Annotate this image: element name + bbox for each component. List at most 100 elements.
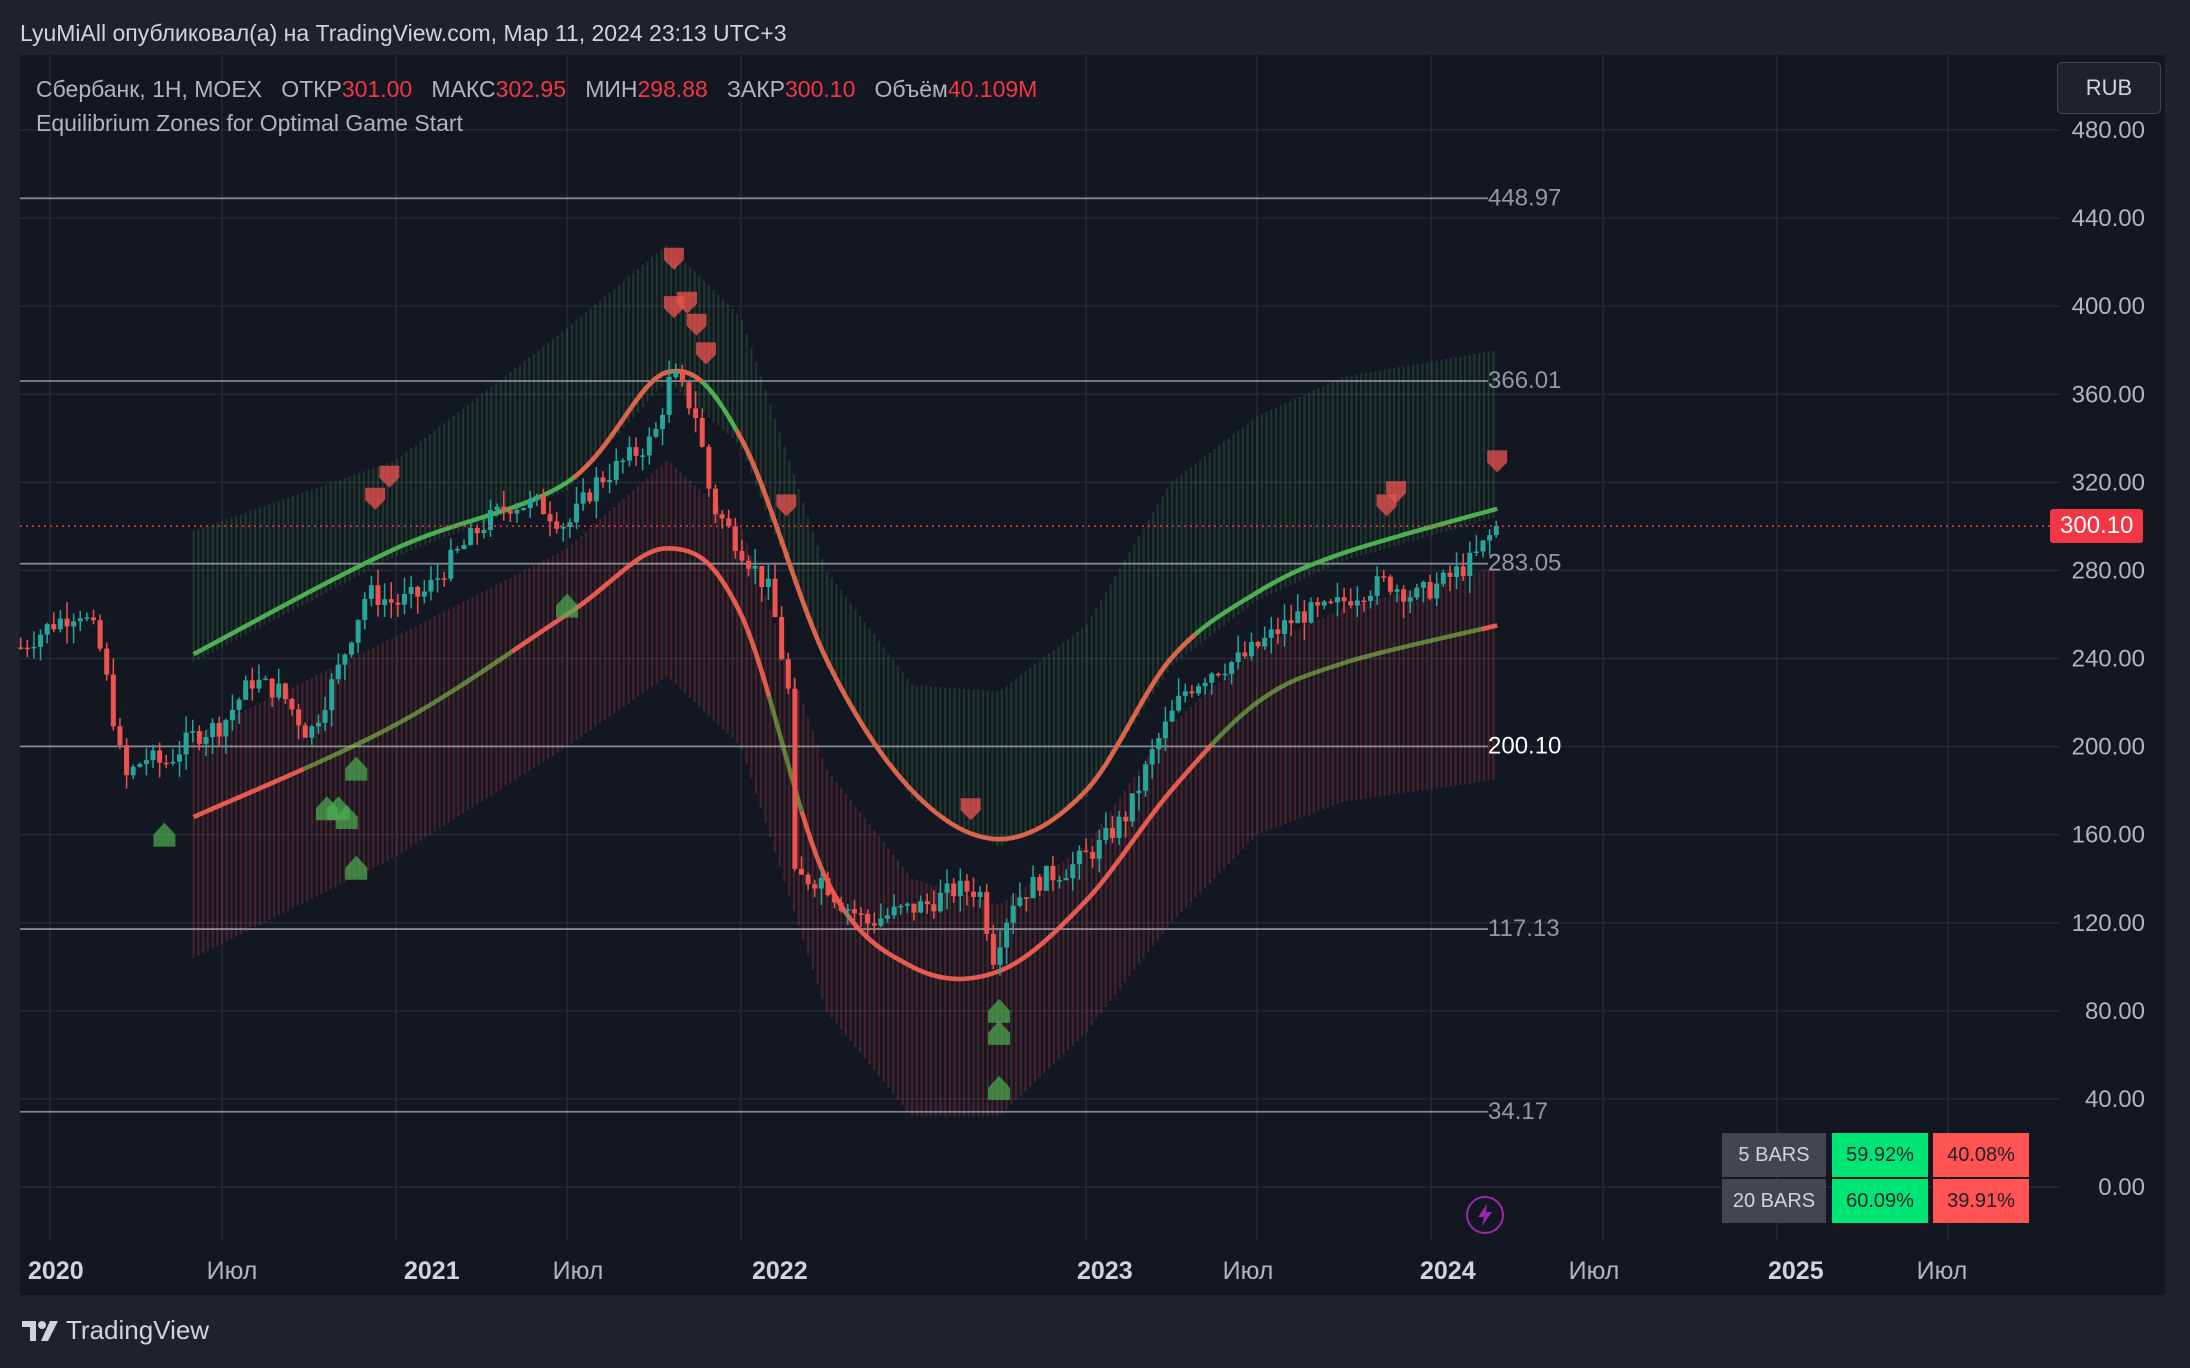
y-tick-label: 400.00 (2072, 293, 2145, 320)
candle-body (289, 699, 295, 710)
candle-body (276, 683, 282, 698)
candle-body (607, 479, 613, 483)
candle-body (957, 880, 963, 897)
candle-body (1374, 576, 1380, 596)
candle-body (1407, 597, 1413, 602)
candle-body (263, 678, 269, 681)
candle-body (1387, 576, 1393, 592)
candle-body (210, 723, 216, 738)
candle-body (335, 664, 341, 680)
volume-label: Объём (874, 76, 948, 102)
candle-body (51, 624, 57, 630)
levels: 448.97 366.01 283.05 200.10 117.13 34.17 (20, 184, 1561, 1125)
candle-body (574, 503, 580, 523)
candle-body (1473, 551, 1479, 554)
candle-body (851, 909, 857, 914)
candle-body (1076, 850, 1082, 865)
sell-marker (663, 247, 684, 270)
stats-down-value: 39.91% (1933, 1179, 2029, 1223)
buy-marker (335, 805, 358, 830)
low-label: МИН (585, 76, 638, 102)
candle-body (1361, 600, 1367, 603)
lower-zone-line-red (192, 546, 1498, 982)
candle-body (1063, 878, 1069, 881)
candle-body (726, 518, 732, 527)
candle-body (1434, 583, 1440, 599)
candle-body (1288, 620, 1294, 624)
candle-body (1235, 652, 1241, 663)
candle-body (719, 514, 725, 519)
candle-body (1103, 827, 1109, 840)
candle-body (1401, 589, 1407, 602)
candle-body (673, 370, 679, 378)
y-tick-label: 440.00 (2072, 205, 2145, 232)
x-tick-label: Июл (1223, 1257, 1274, 1285)
candle-body (44, 624, 50, 635)
candle-body (1043, 865, 1049, 891)
x-tick-label: Июл (207, 1257, 258, 1285)
candle-body (269, 678, 275, 698)
candle-body (997, 947, 1003, 965)
candle-body (1460, 566, 1466, 577)
candle-body (1268, 629, 1274, 638)
currency-button[interactable]: RUB (2057, 62, 2161, 114)
candle-body (1321, 601, 1327, 606)
candle-body (322, 710, 328, 723)
indicator-name[interactable]: Equilibrium Zones for Optimal Game Start (36, 110, 463, 136)
candle-body (1334, 597, 1340, 603)
candle-body (1295, 611, 1301, 624)
lightning-icon[interactable] (1466, 1196, 1504, 1234)
candle-body (236, 699, 242, 710)
x-axis: 2020 Июл 2021 Июл 2022 2023 Июл 2024 Июл 2025 Июл (28, 1257, 1967, 1285)
candle-body (858, 913, 864, 915)
candle-body (951, 883, 957, 897)
candle-body (1189, 691, 1195, 694)
candle-body (408, 586, 414, 594)
candle-body (31, 646, 37, 649)
y-tick-label: 40.00 (2085, 1086, 2145, 1113)
candle-body (633, 447, 639, 456)
candles (18, 360, 1499, 976)
candle-body (620, 460, 626, 463)
candle-body (732, 526, 738, 551)
candle-body (1467, 552, 1473, 577)
candle-body (1222, 673, 1228, 676)
publish-info: LyuMiAll опубликовал(а) на TradingView.c… (20, 20, 787, 46)
candle-body (679, 370, 685, 383)
x-tick-label: Июл (1569, 1257, 1620, 1285)
candle-body (918, 901, 924, 913)
candle-body (540, 495, 546, 515)
candle-body (1315, 602, 1321, 606)
candle-body (170, 761, 176, 764)
candle-body (1070, 864, 1076, 879)
candle-body (57, 618, 63, 630)
candle-body (845, 909, 851, 911)
x-tick-label: 2020 (28, 1257, 84, 1285)
buy-marker (988, 998, 1011, 1023)
level-label: 448.97 (1488, 184, 1561, 211)
candle-body (1090, 851, 1096, 859)
stats-up-value: 59.92% (1832, 1133, 1928, 1177)
candle-body (1149, 749, 1155, 765)
candle-body (1010, 905, 1016, 923)
candle-body (977, 892, 983, 897)
x-tick-label: 2023 (1077, 1257, 1133, 1285)
buy-marker (345, 855, 368, 880)
candle-body (1229, 662, 1235, 674)
candle-body (382, 599, 388, 606)
sell-marker (686, 313, 707, 336)
candle-body (38, 634, 44, 647)
candle-body (507, 510, 513, 514)
candle-body (256, 679, 262, 689)
candle-body (924, 901, 930, 905)
candle-body (805, 874, 811, 885)
candle-body (90, 617, 96, 621)
candle-body (746, 560, 752, 569)
candle-body (547, 514, 553, 522)
candle-body (964, 880, 970, 892)
candle-body (415, 586, 421, 597)
candle-body (1420, 581, 1426, 588)
buy-marker (345, 756, 368, 781)
candle-body (686, 382, 692, 409)
